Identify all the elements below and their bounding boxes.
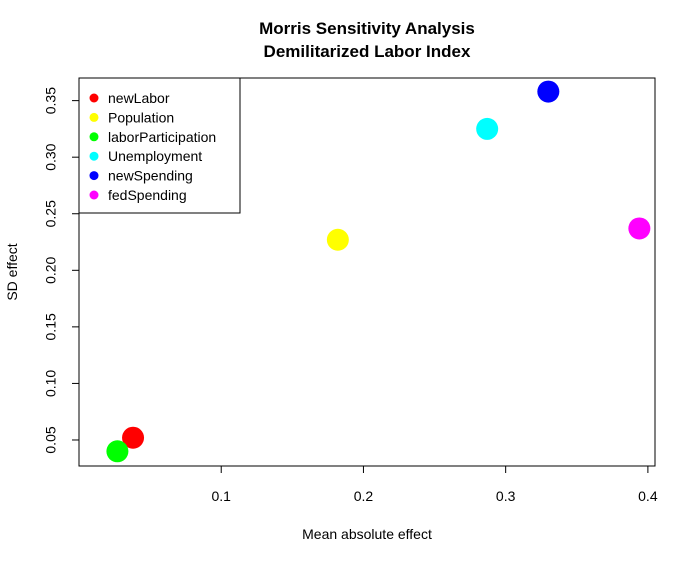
point-newLabor xyxy=(122,426,145,449)
y-tick-label: 0.30 xyxy=(43,143,59,170)
legend-marker-Population xyxy=(89,112,99,122)
legend-label-laborParticipation: laborParticipation xyxy=(108,129,216,145)
legend-marker-laborParticipation xyxy=(89,132,99,142)
y-tick-label: 0.20 xyxy=(43,256,59,283)
plot-area-border xyxy=(78,77,656,467)
legend: newLabor Population laborParticipation Unem… xyxy=(78,77,241,214)
legend-marker-newLabor xyxy=(89,93,99,103)
x-tick-label: 0.3 xyxy=(496,488,516,504)
legend-label-newSpending: newSpending xyxy=(108,168,193,184)
point-laborParticipation xyxy=(106,440,129,463)
x-axis-label: Mean absolute effect xyxy=(302,526,432,542)
y-tick-label: 0.15 xyxy=(43,313,59,340)
x-axis: 0.1 0.2 0.3 0.4 xyxy=(211,466,658,504)
data-points xyxy=(106,80,651,463)
chart-title-line-2: Demilitarized Labor Index xyxy=(264,42,471,61)
y-axis: 0.05 0.10 0.15 0.20 0.25 0.30 0.35 xyxy=(43,87,79,454)
legend-label-newLabor: newLabor xyxy=(108,90,170,106)
x-tick-label: 0.1 xyxy=(211,488,231,504)
y-axis-label: SD effect xyxy=(4,243,20,300)
point-newSpending xyxy=(537,80,560,103)
legend-box xyxy=(78,77,241,214)
x-tick-label: 0.4 xyxy=(638,488,658,504)
x-tick-label: 0.2 xyxy=(354,488,374,504)
legend-marker-fedSpending xyxy=(89,190,99,200)
y-tick-label: 0.35 xyxy=(43,87,59,114)
y-tick-label: 0.25 xyxy=(43,200,59,227)
legend-label-Population: Population xyxy=(108,109,174,125)
point-fedSpending xyxy=(628,217,651,240)
legend-marker-Unemployment xyxy=(89,151,99,161)
point-Population xyxy=(326,228,349,251)
chart-title-line-1: Morris Sensitivity Analysis xyxy=(259,19,475,38)
legend-label-Unemployment: Unemployment xyxy=(108,148,202,164)
point-Unemployment xyxy=(476,117,499,140)
legend-label-fedSpending: fedSpending xyxy=(108,187,187,203)
y-tick-label: 0.05 xyxy=(43,426,59,453)
legend-marker-newSpending xyxy=(89,171,99,181)
y-tick-label: 0.10 xyxy=(43,370,59,397)
